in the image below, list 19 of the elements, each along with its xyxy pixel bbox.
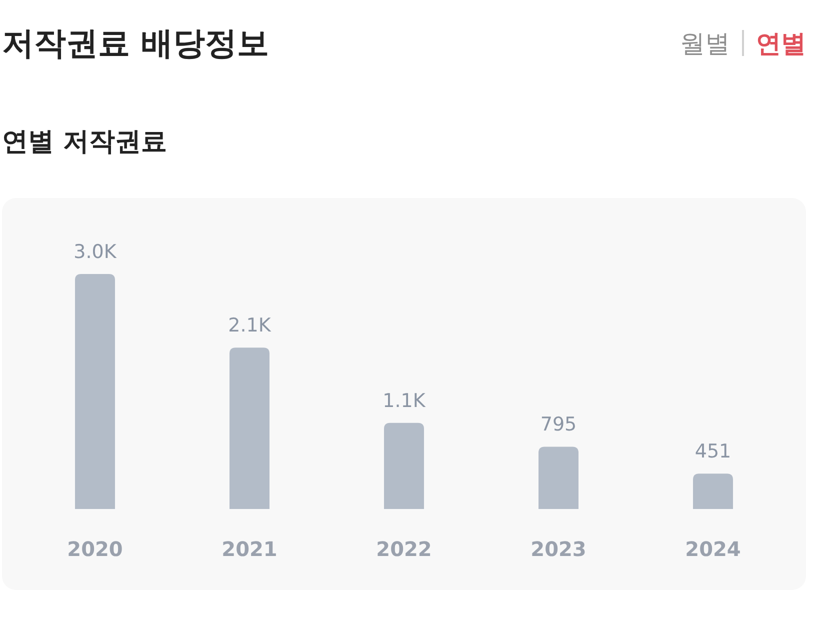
bar [75,274,115,509]
data-label: 2.1K [228,314,272,337]
data-label: 1.1K [382,390,426,412]
x-tick-label: 2023 [530,537,586,561]
data-label: 451 [694,440,732,463]
x-tick-label: 2024 [685,537,741,561]
data-label: 795 [540,414,577,436]
bar [230,348,270,509]
bar [693,474,733,509]
chart-title: 저작권료 배당정보 [2,24,270,62]
data-label: 3.0K [74,241,117,263]
bar [538,446,578,509]
bar [384,422,424,509]
text: 월별 [680,29,730,58]
text: 연별 [756,29,806,58]
chart-subtitle: 연별 저작권료 [2,127,168,157]
x-tick-label: 2022 [376,537,432,561]
x-tick-label: 2021 [222,537,278,561]
x-tick-label: 2020 [67,537,123,561]
